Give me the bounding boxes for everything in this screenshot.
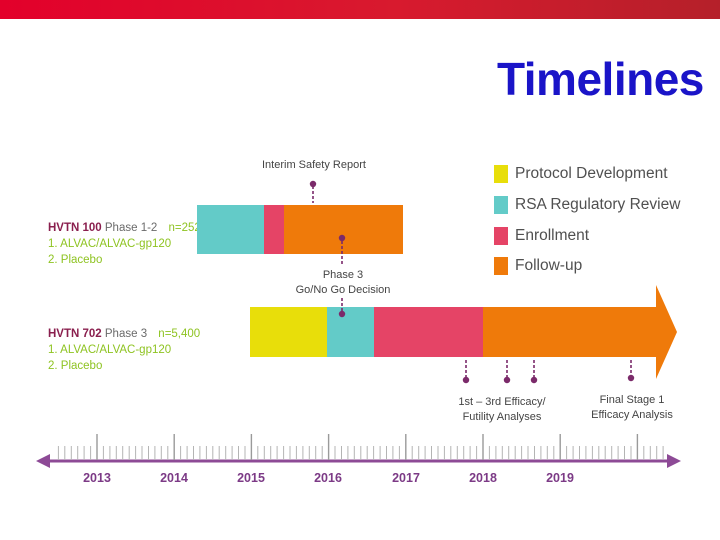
bar-hvtn702-rsa: [327, 307, 374, 357]
trial-size: n=252: [168, 222, 201, 234]
legend-swatch-protocol: [494, 165, 508, 183]
marker-dot-efficacy-2: [503, 376, 511, 384]
year-label: 2013: [83, 471, 111, 485]
legend-item-enrollment: Enrollment: [494, 226, 589, 246]
year-label: 2017: [392, 471, 420, 485]
annotation-efficacy: 1st – 3rd Efficacy/: [458, 396, 546, 408]
axis-arrow-left: [36, 454, 50, 468]
bar-hvtn702-enrollment: [374, 307, 483, 357]
annotation-futility: Futility Analyses: [462, 411, 542, 423]
trial-name: HVTN 100: [48, 222, 102, 234]
legend-swatch-enrollment: [494, 227, 508, 245]
axis-arrow-right: [667, 454, 681, 468]
trial-phase: Phase 3: [104, 328, 148, 340]
year-label: 2019: [546, 471, 574, 485]
page-title: Timelines: [497, 53, 704, 105]
year-label: 2018: [469, 471, 497, 485]
legend-label: Follow-up: [515, 257, 583, 274]
trial-arm: 1. ALVAC/ALVAC-gp120: [48, 238, 172, 250]
marker-dot-gonogo-bottom: [338, 310, 346, 318]
trial-arm: 2. Placebo: [48, 360, 103, 372]
annotation-interim-safety: Interim Safety Report: [262, 159, 366, 171]
trial-title-hvtn100: HVTN 100 Phase 1-2 n=252: [48, 221, 201, 235]
marker-dot-gonogo-top: [338, 234, 346, 242]
marker-dot-efficacy-3: [530, 376, 538, 384]
bar-hvtn100-enrollment: [264, 205, 284, 254]
bar-hvtn100-followup: [284, 205, 403, 254]
legend-swatch-rsa: [494, 196, 508, 214]
marker-dot-efficacy-1: [462, 376, 470, 384]
legend-item-protocol: Protocol Development: [494, 164, 668, 184]
trial-arm: 2. Placebo: [48, 254, 103, 266]
trial-name: HVTN 702: [48, 328, 102, 340]
year-label: 2015: [237, 471, 265, 485]
legend-label: RSA Regulatory Review: [515, 196, 681, 213]
annotation-gonogo: Go/No Go Decision: [295, 284, 391, 296]
marker-dot-final: [627, 374, 635, 382]
year-label: 2014: [160, 471, 188, 485]
bar-hvtn702-protocol: [250, 307, 327, 357]
trial-title-hvtn702: HVTN 702 Phase 3 n=5,400: [48, 327, 200, 341]
header-bar: [0, 0, 720, 19]
trial-size: n=5,400: [158, 328, 201, 340]
bar-hvtn702-followup-arrow: [483, 285, 677, 379]
annotation-final-efficacy: Efficacy Analysis: [591, 409, 673, 421]
annotation-final-stage: Final Stage 1: [599, 394, 665, 406]
marker-dot-interim: [309, 180, 317, 188]
legend-item-followup: Follow-up: [494, 256, 582, 276]
axis-ticks: [57, 434, 664, 460]
trial-arm: 1. ALVAC/ALVAC-gp120: [48, 344, 172, 356]
trial-phase: Phase 1-2: [104, 222, 158, 234]
legend-swatch-followup: [494, 257, 508, 275]
legend-item-rsa: RSA Regulatory Review: [494, 195, 680, 215]
annotation-phase3: Phase 3: [322, 269, 364, 281]
legend-label: Enrollment: [515, 227, 590, 244]
legend-label: Protocol Development: [515, 165, 668, 182]
bar-hvtn100-rsa: [197, 205, 264, 254]
year-label: 2016: [314, 471, 342, 485]
